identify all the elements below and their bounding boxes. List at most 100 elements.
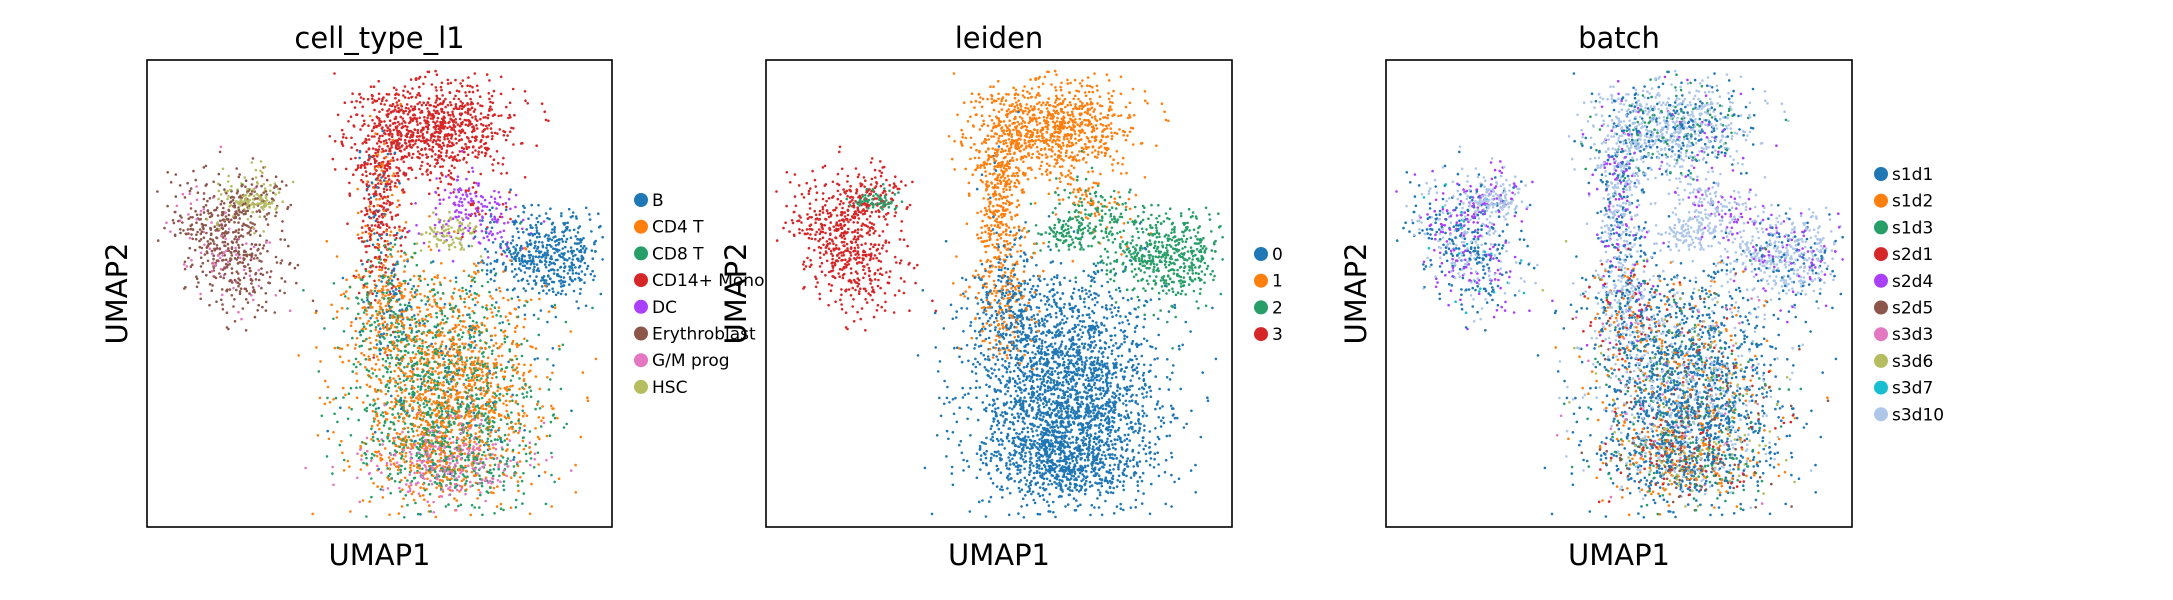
data-point [453, 128, 456, 131]
data-point [230, 185, 233, 188]
data-point [587, 265, 590, 268]
data-point [366, 224, 369, 227]
data-point [546, 321, 549, 324]
data-point [436, 316, 439, 319]
data-point [377, 389, 380, 392]
data-point [376, 142, 379, 145]
data-point [470, 435, 473, 438]
data-point [541, 285, 544, 288]
data-point [534, 233, 537, 236]
data-point [492, 362, 495, 365]
data-point [381, 130, 384, 133]
data-point [450, 183, 453, 186]
data-point [553, 269, 556, 272]
data-point [251, 252, 254, 255]
data-point [343, 292, 346, 295]
data-point [433, 409, 436, 412]
data-point [494, 464, 497, 467]
data-point [390, 146, 393, 149]
data-point [515, 273, 518, 276]
data-point [406, 446, 409, 449]
data-point [399, 169, 402, 172]
data-point [450, 82, 453, 85]
data-point [404, 389, 407, 392]
data-point [384, 170, 387, 173]
data-point [443, 138, 446, 141]
data-point [544, 285, 547, 288]
data-point [384, 267, 387, 270]
data-point [245, 194, 248, 197]
data-point [572, 272, 575, 275]
data-point [264, 202, 267, 205]
data-point [417, 513, 420, 516]
data-point [224, 211, 227, 214]
data-point [514, 330, 517, 333]
data-point [443, 144, 446, 147]
data-point [471, 341, 474, 344]
data-point [257, 248, 260, 251]
data-point [254, 291, 257, 294]
data-point [472, 91, 475, 94]
data-point [284, 280, 287, 283]
data-point [481, 269, 484, 272]
data-point [380, 120, 383, 123]
data-point [365, 270, 368, 273]
data-point [375, 363, 378, 366]
data-point [456, 402, 459, 405]
data-point [378, 137, 381, 140]
data-point [456, 179, 459, 182]
data-point [183, 263, 186, 266]
data-point [217, 254, 220, 257]
data-point [181, 221, 184, 224]
data-point [526, 340, 529, 343]
data-point [486, 127, 489, 130]
data-point [470, 123, 473, 126]
data-point [449, 304, 452, 307]
data-point [488, 239, 491, 242]
data-point [559, 266, 562, 269]
data-point [395, 465, 398, 468]
data-point [428, 353, 431, 356]
data-point [389, 211, 392, 214]
data-point [334, 140, 337, 143]
data-point [311, 513, 314, 516]
data-point [455, 281, 458, 284]
data-point [475, 191, 478, 194]
data-point [426, 107, 429, 110]
data-point [443, 220, 446, 223]
data-point [422, 402, 425, 405]
data-point [431, 434, 434, 437]
data-point [278, 191, 281, 194]
data-point [470, 388, 473, 391]
data-point [550, 262, 553, 265]
data-point [434, 165, 437, 168]
data-point [558, 280, 561, 283]
data-point [410, 331, 413, 334]
data-point [189, 216, 192, 219]
data-point [463, 198, 466, 201]
data-point [416, 242, 419, 245]
data-point [495, 376, 498, 379]
data-point [458, 311, 461, 314]
data-point [420, 399, 423, 402]
data-point [550, 505, 553, 508]
data-point [573, 229, 576, 232]
data-point [430, 367, 433, 370]
data-point [428, 104, 431, 107]
data-point [361, 142, 364, 145]
data-point [453, 202, 456, 205]
data-point [409, 136, 412, 139]
data-point [550, 452, 553, 455]
data-point [591, 307, 594, 310]
data-point [467, 377, 470, 380]
data-point [434, 131, 437, 134]
data-point [405, 400, 408, 403]
data-point [397, 121, 400, 124]
data-point [203, 244, 206, 247]
data-point [510, 242, 513, 245]
data-point [409, 380, 412, 383]
data-point [365, 138, 368, 141]
data-point [383, 202, 386, 205]
data-point [510, 395, 513, 398]
data-point [588, 213, 591, 216]
